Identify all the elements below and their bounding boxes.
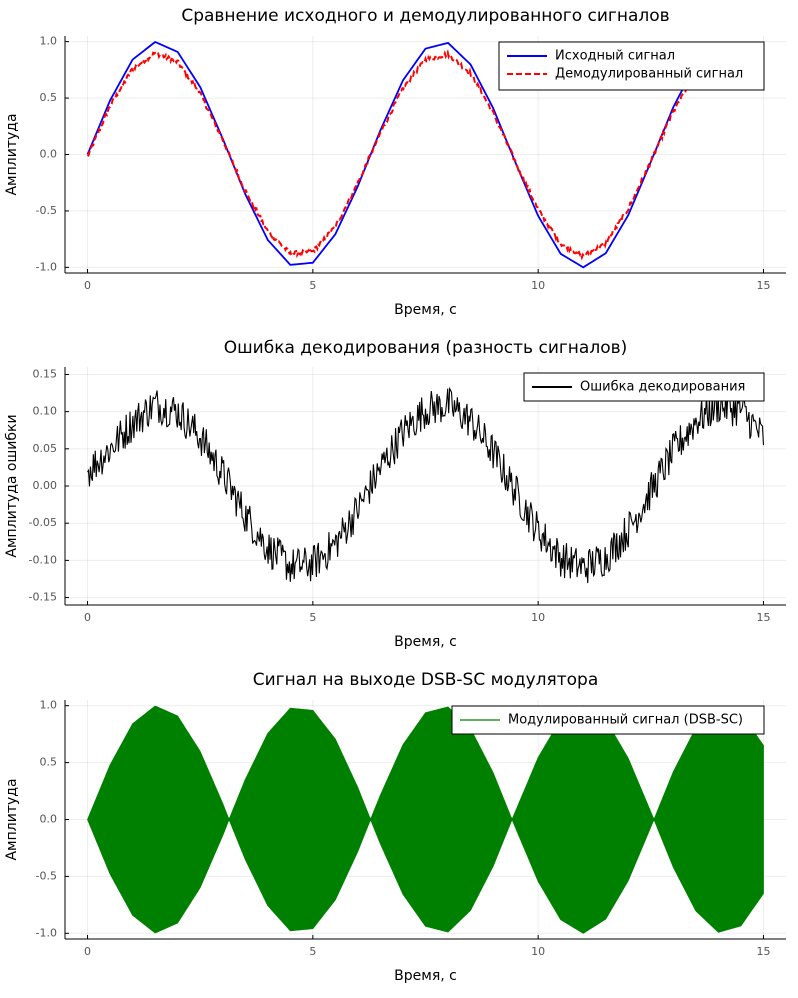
- chart-title: Ошибка декодирования (разность сигналов): [224, 338, 628, 358]
- x-axis-label: Время, с: [394, 634, 457, 650]
- x-tick-label: 15: [756, 279, 770, 292]
- x-tick-label: 0: [84, 945, 91, 958]
- y-tick-label: 0.15: [33, 367, 58, 380]
- y-axis-label: Амплитуда ошибки: [4, 414, 20, 557]
- x-tick-label: 10: [531, 611, 545, 624]
- y-tick-label: 0.10: [33, 405, 58, 418]
- legend: Ошибка декодирования: [523, 372, 765, 402]
- y-tick-label: 0.00: [33, 479, 58, 492]
- legend: Исходный сигнал Демодулированный сигнал: [498, 41, 765, 91]
- chart-panel-3: Сигнал на выходе DSB-SC модулятора 0 5 10 15…: [4, 670, 786, 984]
- x-tick-label: 5: [309, 611, 316, 624]
- y-tick-label: -0.5: [36, 204, 57, 217]
- y-tick-label: -0.05: [29, 516, 57, 529]
- chart-title: Сравнение исходного и демодулированного …: [181, 6, 669, 26]
- legend-box: [498, 41, 765, 91]
- x-tick-label: 10: [531, 945, 545, 958]
- legend-label: Модулированный сигнал (DSB-SC): [508, 713, 743, 728]
- y-tick-label: 1.0: [40, 35, 58, 48]
- series-line-1: [86, 40, 765, 269]
- legend-label: Ошибка декодирования: [580, 380, 745, 395]
- x-tick-label: 5: [309, 279, 316, 292]
- x-tick-label: 10: [531, 279, 545, 292]
- x-axis-label: Время, с: [394, 968, 457, 984]
- y-tick-label: -0.10: [29, 553, 57, 566]
- y-tick-label: 0.0: [40, 148, 58, 161]
- chart-panel-1: Сравнение исходного и демодулированного …: [4, 6, 786, 318]
- x-axis-label: Время, с: [394, 302, 457, 318]
- series-line-1: [87, 386, 765, 584]
- legend-label: Демодулированный сигнал: [555, 67, 743, 82]
- x-tick-label: 5: [309, 945, 316, 958]
- x-tick-label: 15: [756, 611, 770, 624]
- x-tick-label: 0: [84, 611, 91, 624]
- chart-title: Сигнал на выходе DSB-SC модулятора: [253, 670, 599, 690]
- y-tick-label: 0.5: [40, 91, 58, 104]
- y-axis-label: Амплитуда: [4, 113, 20, 195]
- x-tick-label: 0: [84, 279, 91, 292]
- y-tick-label: 0.05: [33, 442, 58, 455]
- x-tick-label: 15: [756, 945, 770, 958]
- y-tick-label: -1.0: [36, 260, 57, 273]
- legend-box: [451, 705, 765, 735]
- plot-area: [87, 705, 764, 934]
- y-tick-label: 1.0: [40, 699, 58, 712]
- y-tick-label: -1.0: [36, 926, 57, 939]
- legend: Модулированный сигнал (DSB-SC): [451, 705, 765, 735]
- plot-area: [87, 386, 765, 584]
- series-line-2: [87, 49, 765, 261]
- y-tick-label: -0.5: [36, 869, 57, 882]
- series-modulated-fill: [87, 705, 764, 934]
- y-axis-label: Амплитуда: [4, 778, 20, 860]
- chart-panel-2: Ошибка декодирования (разность сигналов)…: [4, 338, 786, 650]
- y-tick-label: 0.5: [40, 756, 58, 769]
- plot-area: [86, 40, 765, 269]
- legend-label: Исходный сигнал: [555, 49, 675, 64]
- y-tick-label: 0.0: [40, 813, 58, 826]
- y-tick-label: -0.15: [29, 591, 57, 604]
